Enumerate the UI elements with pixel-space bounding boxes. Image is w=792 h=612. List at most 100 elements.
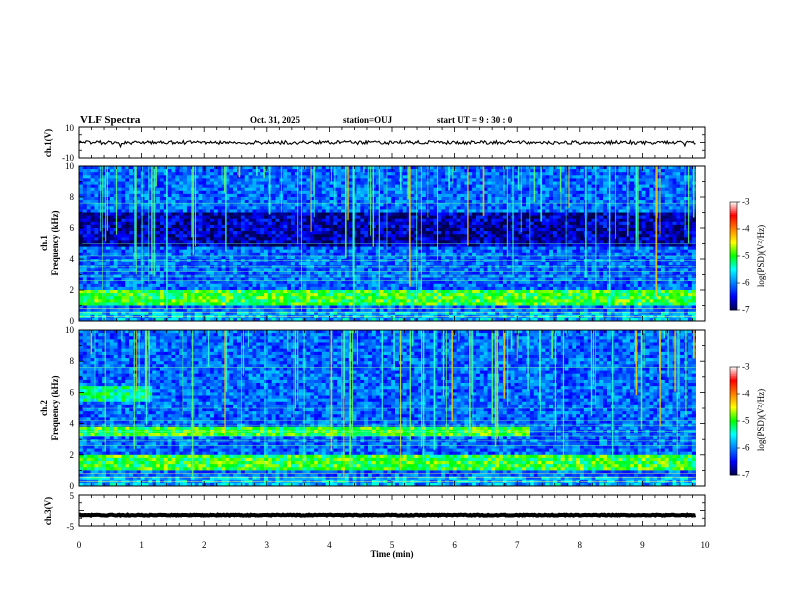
spectrogram-cell <box>580 166 585 170</box>
spectrogram-cell <box>456 252 461 257</box>
spectrogram-cell <box>90 218 95 223</box>
spectrogram-cell <box>522 228 527 232</box>
spectrogram-cell <box>171 240 176 244</box>
spectrogram-cell <box>421 172 427 176</box>
spectrogram-cell <box>406 212 411 216</box>
spectrogram-cell <box>379 246 384 251</box>
spectrogram-cell <box>368 234 373 238</box>
spectrogram-cell <box>102 221 107 226</box>
spectrogram-cell <box>649 169 654 173</box>
spectrogram-cell <box>260 212 265 216</box>
spectrogram-cell <box>283 237 288 241</box>
spectrogram-cell <box>148 243 153 247</box>
spectrogram-cell <box>183 203 188 207</box>
spectrogram-cell <box>556 218 562 223</box>
spectrogram-cell <box>472 169 477 173</box>
spectrogram-cell <box>237 246 242 251</box>
spectrogram-cell <box>86 203 91 207</box>
spectrogram-cell <box>483 200 488 204</box>
spectrogram-cell <box>425 240 431 244</box>
spectrogram-cell <box>275 246 280 251</box>
spectrogram-cell <box>140 252 145 257</box>
spectrogram-cell <box>148 172 153 176</box>
spectrogram-cell <box>290 221 296 226</box>
spectrogram-cell <box>687 215 693 220</box>
spectrogram-cell <box>641 252 646 257</box>
spectrogram-cell <box>599 206 604 210</box>
spectrogram-cell <box>140 169 145 173</box>
spectrogram-cell <box>672 193 677 198</box>
spectrogram-cell <box>691 252 696 257</box>
spectrogram-cell <box>194 169 199 173</box>
spectrogram-cell <box>360 203 365 207</box>
spectrogram-cell <box>549 187 554 192</box>
spectrogram-cell <box>121 197 126 201</box>
spectrogram-cell <box>653 215 658 220</box>
spectrogram-cell <box>213 255 219 260</box>
spectrogram-cell <box>206 231 211 235</box>
spectrogram-cell <box>687 255 693 260</box>
spectrogram-cell <box>529 169 535 173</box>
spectrogram-cell <box>556 237 562 241</box>
spectrogram-cell <box>398 234 404 238</box>
spectrogram-cell <box>383 237 388 241</box>
spectrogram-cell <box>645 215 650 220</box>
spectrogram-cell <box>603 209 608 213</box>
spectrogram-cell <box>475 190 481 195</box>
spectrogram-cell <box>553 175 558 179</box>
spectrogram-cell <box>687 184 693 189</box>
spectrogram-cell <box>183 237 188 241</box>
spectrogram-cell <box>140 228 145 232</box>
spectrogram-cell <box>445 181 450 185</box>
spectrogram-cell <box>237 231 242 235</box>
spectrogram-cell <box>102 228 107 232</box>
spectrogram-cell <box>167 215 172 220</box>
spectrogram-cell <box>210 218 215 223</box>
spectrogram-cell <box>464 190 469 195</box>
spectrogram-cell <box>379 218 384 223</box>
spectrogram-cell <box>630 255 635 260</box>
spectrogram-cell <box>109 166 115 170</box>
spectrogram-cell <box>217 212 222 216</box>
spectrogram-cell <box>464 249 469 254</box>
spectrogram-cell <box>179 172 184 176</box>
spectrogram-cell <box>252 249 257 254</box>
spectrogram-cell <box>595 187 600 192</box>
spectrogram-cell <box>456 203 461 207</box>
spectrogram-cell <box>645 212 650 216</box>
spectrogram-cell <box>329 187 334 192</box>
spectrogram-cell <box>144 166 149 170</box>
spectrogram-cell <box>98 240 103 244</box>
spectrogram-cell <box>560 240 565 244</box>
spectrogram-cell <box>82 209 88 213</box>
spectrogram-cell <box>329 231 334 235</box>
spectrogram-cell <box>614 169 619 173</box>
spectrogram-cell <box>356 209 361 213</box>
spectrogram-cell <box>290 175 296 179</box>
spectrogram-cell <box>140 193 145 198</box>
spectrogram-cell <box>244 234 249 238</box>
spectrogram-cell <box>591 231 596 235</box>
spectrogram-cell <box>599 166 604 170</box>
spectrogram-cell <box>117 240 122 244</box>
spectrogram-cell <box>202 175 207 179</box>
spectrogram-cell <box>136 190 142 195</box>
spectrogram-cell <box>217 249 222 254</box>
spectrogram-cell <box>213 237 219 241</box>
spectrogram-cell <box>306 181 311 185</box>
spectrogram-cell <box>522 209 527 213</box>
spectrogram-cell <box>125 172 130 176</box>
spectrogram-cell <box>418 209 423 213</box>
spectrogram-cell <box>348 240 353 244</box>
spectrogram-cell <box>290 209 296 213</box>
spectrogram-cell <box>433 169 438 173</box>
spectrogram-cell <box>502 255 508 260</box>
spectrogram-cell <box>460 184 465 189</box>
spectrogram-cell <box>645 172 650 176</box>
spectrogram-cell <box>375 166 380 170</box>
spectrogram-cell <box>109 234 115 238</box>
spectrogram-cell <box>691 224 696 229</box>
spectrogram-cell <box>129 166 134 170</box>
spectrogram-cell <box>221 206 226 210</box>
spectrogram-cell <box>537 249 542 254</box>
